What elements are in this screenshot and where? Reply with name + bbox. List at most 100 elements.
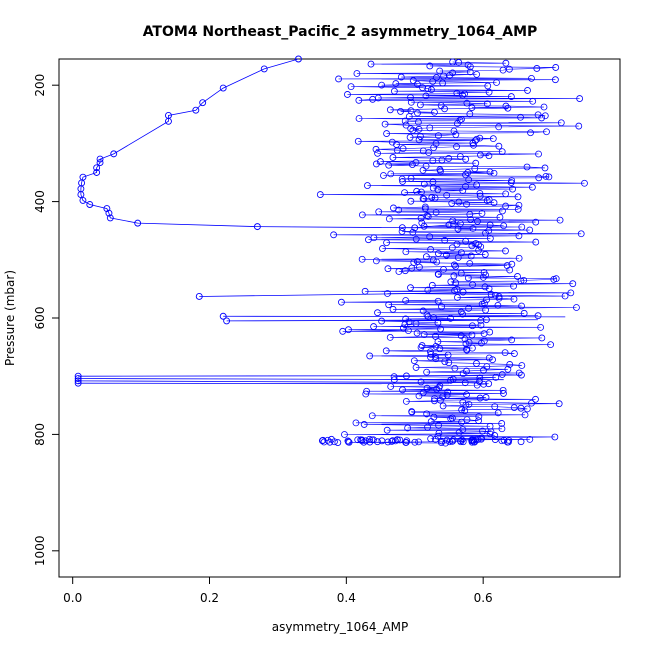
- data-point: [449, 220, 457, 228]
- y-tick-label: 400: [33, 190, 47, 213]
- data-point: [370, 436, 377, 444]
- data-point: [475, 241, 482, 249]
- data-point: [395, 206, 403, 214]
- data-point: [407, 125, 415, 133]
- data-point: [366, 438, 374, 446]
- data-point: [500, 222, 508, 230]
- data-point: [401, 189, 408, 197]
- data-point: [418, 219, 426, 227]
- data-point: [320, 438, 328, 446]
- data-point: [457, 438, 465, 446]
- data-point: [219, 84, 227, 92]
- data-point: [79, 196, 87, 204]
- data-point: [397, 108, 404, 115]
- data-point: [524, 87, 531, 94]
- data-point: [473, 181, 481, 189]
- data-point: [463, 99, 471, 107]
- data-point: [532, 395, 539, 403]
- data-point: [439, 79, 447, 87]
- data-point: [567, 289, 575, 297]
- data-point: [491, 436, 499, 443]
- excursion-line: [78, 380, 477, 384]
- data-point: [456, 153, 464, 160]
- data-point: [461, 335, 469, 343]
- data-point: [526, 435, 534, 443]
- data-point: [74, 375, 82, 382]
- data-point: [506, 361, 514, 368]
- data-point: [439, 393, 447, 401]
- data-point: [520, 309, 528, 317]
- data-point: [517, 277, 525, 285]
- data-point: [458, 115, 465, 123]
- data-point: [410, 357, 418, 365]
- data-point: [415, 438, 423, 446]
- data-point: [427, 350, 435, 358]
- data-point: [498, 425, 506, 433]
- data-point: [474, 217, 481, 225]
- data-point: [295, 55, 302, 63]
- data-point: [481, 283, 489, 291]
- data-point: [465, 400, 473, 408]
- data-point: [402, 297, 410, 304]
- data-point: [545, 173, 553, 181]
- data-point: [485, 285, 493, 292]
- data-point: [507, 93, 515, 100]
- data-point: [509, 185, 516, 193]
- data-point: [555, 400, 563, 408]
- data-point: [466, 63, 474, 71]
- data-point: [134, 219, 142, 227]
- data-point: [467, 252, 475, 260]
- data-point: [501, 349, 509, 357]
- data-point: [476, 192, 484, 200]
- data-point: [477, 243, 485, 251]
- data-point: [106, 214, 114, 222]
- data-point: [504, 438, 511, 446]
- data-point: [413, 80, 421, 88]
- data-point: [409, 126, 417, 134]
- data-point: [532, 218, 540, 226]
- data-point: [458, 418, 465, 426]
- data-point: [473, 381, 481, 389]
- data-point: [381, 120, 389, 128]
- data-point: [455, 428, 463, 436]
- data-point: [485, 88, 493, 96]
- data-point: [551, 433, 559, 441]
- data-point: [468, 331, 476, 339]
- data-point: [378, 317, 386, 325]
- data-point: [96, 155, 104, 163]
- data-point: [383, 426, 391, 434]
- data-point: [510, 295, 518, 303]
- data-point: [494, 302, 502, 309]
- data-point: [402, 439, 410, 446]
- data-point: [515, 232, 523, 240]
- data-point: [484, 82, 492, 90]
- data-point: [444, 351, 452, 359]
- data-point: [399, 386, 406, 394]
- data-point: [459, 288, 467, 296]
- data-point: [541, 112, 549, 120]
- data-point: [493, 79, 500, 86]
- data-point: [388, 438, 396, 445]
- data-point: [485, 380, 493, 388]
- data-point: [483, 100, 491, 108]
- data-point: [455, 198, 463, 206]
- data-point: [459, 438, 467, 446]
- data-point: [521, 411, 529, 419]
- data-point: [458, 406, 466, 414]
- data-point: [110, 150, 118, 158]
- data-point: [551, 76, 559, 84]
- data-point: [495, 123, 503, 131]
- data-point: [543, 128, 550, 136]
- data-point: [423, 212, 431, 220]
- data-point: [403, 437, 411, 445]
- data-point: [379, 245, 386, 252]
- data-point: [433, 385, 441, 393]
- data-point: [535, 150, 542, 158]
- data-point: [429, 157, 437, 165]
- data-point: [319, 436, 327, 444]
- data-point: [419, 166, 427, 174]
- data-point: [385, 301, 393, 309]
- data-point: [454, 225, 462, 233]
- data-point: [412, 235, 420, 243]
- data-point: [199, 99, 207, 107]
